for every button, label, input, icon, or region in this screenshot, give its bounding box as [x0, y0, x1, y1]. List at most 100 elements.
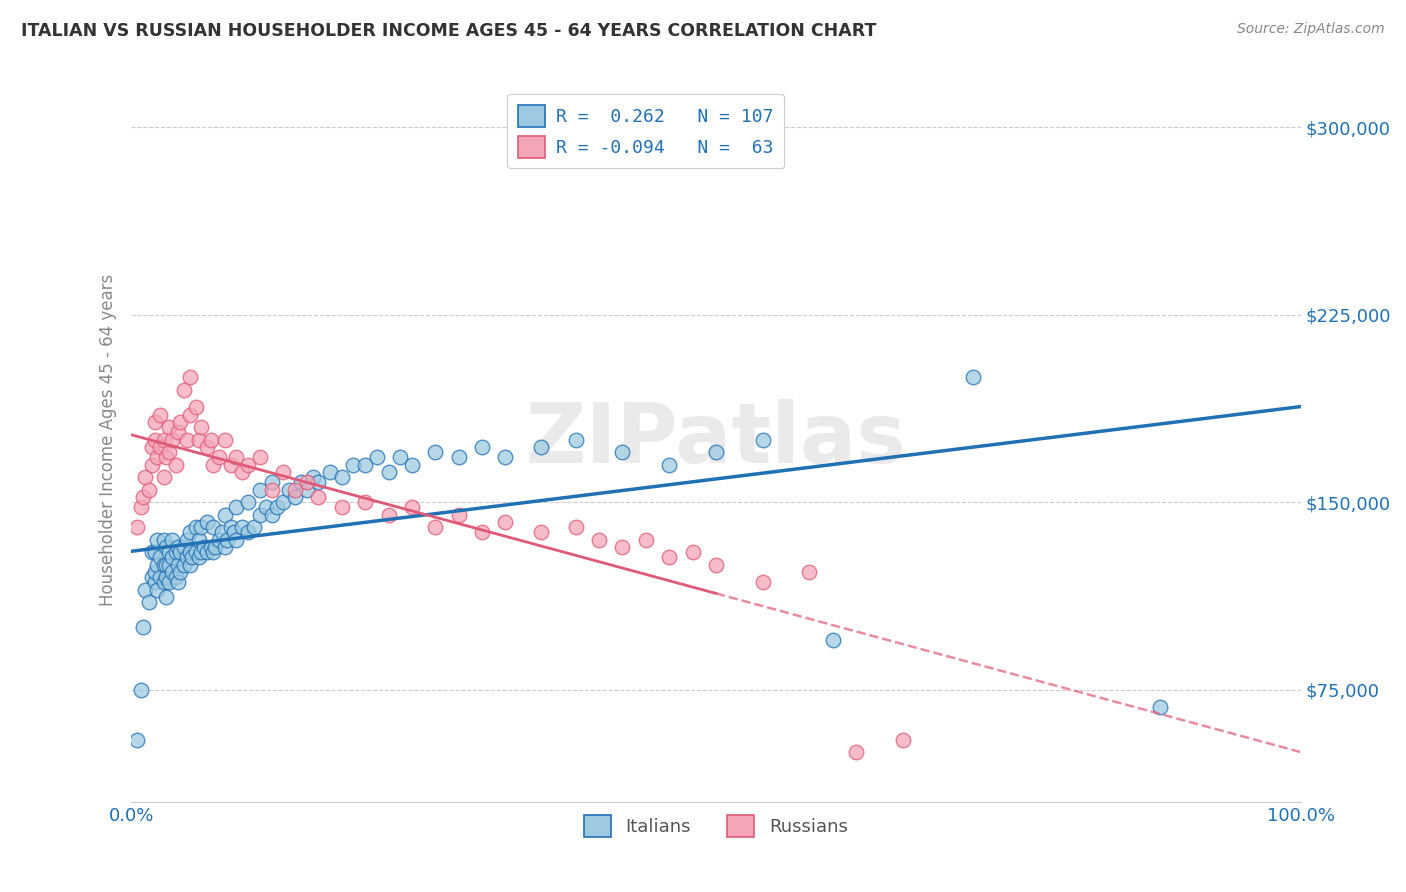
Point — [658, 458, 681, 472]
Point — [146, 558, 169, 572]
Point — [249, 508, 271, 522]
Point — [160, 566, 183, 580]
Point — [238, 458, 260, 472]
Point — [243, 520, 266, 534]
Point — [366, 450, 388, 465]
Point — [751, 575, 773, 590]
Point — [153, 575, 176, 590]
Point — [173, 558, 195, 572]
Point — [129, 682, 152, 697]
Point — [564, 520, 586, 534]
Point — [249, 450, 271, 465]
Point — [588, 533, 610, 547]
Point — [224, 525, 246, 540]
Point — [307, 475, 329, 490]
Point — [219, 458, 242, 472]
Point — [295, 475, 318, 490]
Point — [193, 541, 215, 555]
Point — [141, 570, 163, 584]
Point — [149, 550, 172, 565]
Point — [238, 495, 260, 509]
Point — [202, 520, 225, 534]
Point — [204, 541, 226, 555]
Point — [214, 541, 236, 555]
Point — [167, 425, 190, 440]
Point — [354, 495, 377, 509]
Point — [249, 483, 271, 497]
Point — [330, 470, 353, 484]
Point — [146, 582, 169, 597]
Text: Source: ZipAtlas.com: Source: ZipAtlas.com — [1237, 22, 1385, 37]
Point — [157, 575, 180, 590]
Point — [295, 483, 318, 497]
Point — [425, 445, 447, 459]
Point — [179, 525, 201, 540]
Point — [225, 450, 247, 465]
Point — [494, 450, 516, 465]
Point — [179, 545, 201, 559]
Point — [799, 566, 821, 580]
Point — [188, 533, 211, 547]
Point — [157, 558, 180, 572]
Point — [564, 433, 586, 447]
Point — [231, 520, 253, 534]
Point — [612, 541, 634, 555]
Point — [195, 441, 218, 455]
Point — [821, 632, 844, 647]
Point — [134, 470, 156, 484]
Y-axis label: Householder Income Ages 45 - 64 years: Householder Income Ages 45 - 64 years — [100, 274, 117, 606]
Point — [231, 466, 253, 480]
Point — [149, 441, 172, 455]
Point — [845, 745, 868, 759]
Point — [211, 525, 233, 540]
Point — [179, 370, 201, 384]
Point — [751, 433, 773, 447]
Point — [132, 491, 155, 505]
Point — [225, 533, 247, 547]
Point — [634, 533, 657, 547]
Point — [1149, 700, 1171, 714]
Point — [214, 508, 236, 522]
Point — [200, 541, 222, 555]
Point — [208, 450, 231, 465]
Point — [704, 558, 727, 572]
Point — [146, 533, 169, 547]
Point — [167, 575, 190, 590]
Point — [143, 566, 166, 580]
Point — [682, 545, 704, 559]
Point — [278, 483, 301, 497]
Point — [173, 541, 195, 555]
Point — [494, 516, 516, 530]
Point — [179, 408, 201, 422]
Point — [377, 508, 399, 522]
Point — [157, 545, 180, 559]
Point — [143, 575, 166, 590]
Point — [155, 570, 177, 584]
Point — [169, 545, 191, 559]
Point — [284, 491, 307, 505]
Point — [301, 470, 323, 484]
Point — [155, 558, 177, 572]
Point — [157, 420, 180, 434]
Point — [529, 525, 551, 540]
Point — [127, 520, 149, 534]
Point — [658, 550, 681, 565]
Point — [208, 533, 231, 547]
Point — [260, 475, 283, 490]
Point — [134, 582, 156, 597]
Point — [160, 533, 183, 547]
Point — [143, 545, 166, 559]
Point — [167, 541, 190, 555]
Point — [330, 500, 353, 515]
Point — [217, 533, 239, 547]
Point — [214, 433, 236, 447]
Point — [319, 466, 342, 480]
Point — [138, 483, 160, 497]
Point — [153, 470, 176, 484]
Point — [260, 483, 283, 497]
Point — [146, 450, 169, 465]
Point — [167, 558, 190, 572]
Point — [157, 445, 180, 459]
Point — [190, 420, 212, 434]
Text: ITALIAN VS RUSSIAN HOUSEHOLDER INCOME AGES 45 - 64 YEARS CORRELATION CHART: ITALIAN VS RUSSIAN HOUSEHOLDER INCOME AG… — [21, 22, 876, 40]
